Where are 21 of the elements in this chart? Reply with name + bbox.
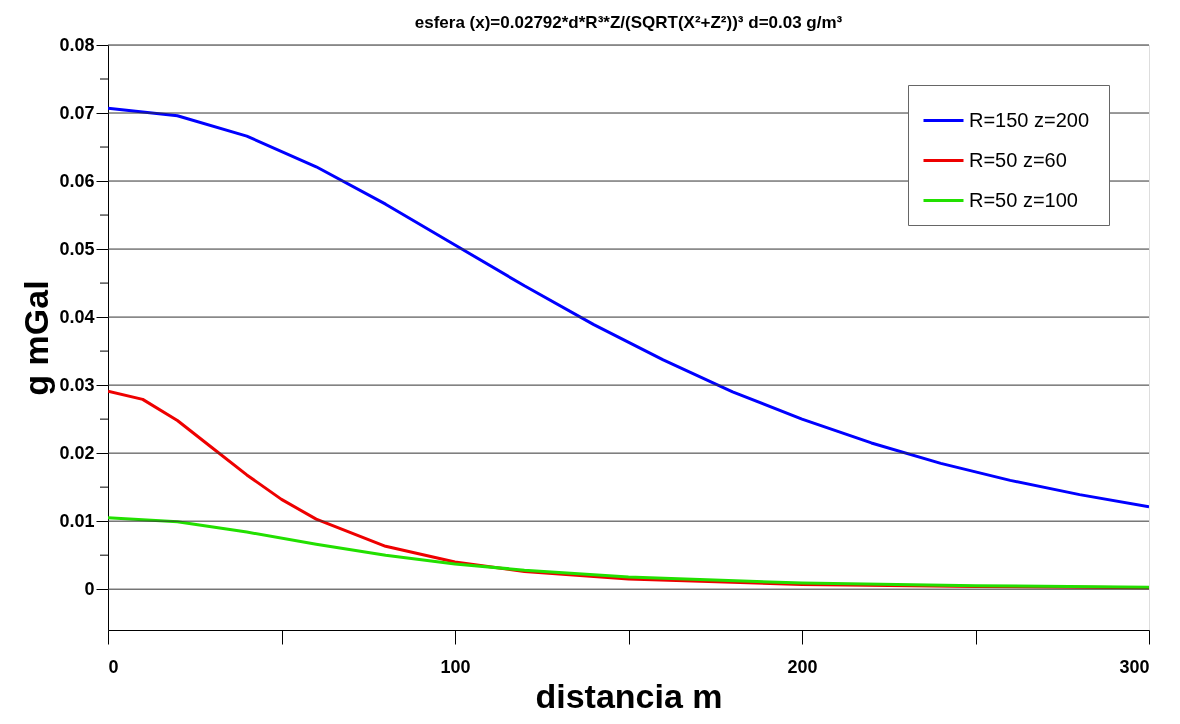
- line-series: [108, 516, 1149, 589]
- legend-label: R=150 z=200: [969, 108, 1090, 131]
- y-tick-label: 0.02: [59, 442, 95, 463]
- x-tick-label: 100: [440, 656, 471, 677]
- x-tick-label: 0: [108, 656, 119, 677]
- y-tick-label: 0: [84, 578, 95, 599]
- y-axis-title: g mGal: [17, 280, 56, 396]
- y-tick-label: 0.07: [59, 102, 95, 123]
- line-series: [108, 106, 1149, 509]
- y-tick-label: 0.06: [59, 170, 95, 191]
- x-tick-label: 300: [1119, 656, 1150, 677]
- y-tick-label: 0.01: [59, 510, 95, 531]
- x-tick-label: 200: [787, 656, 818, 677]
- y-tick-label: 0.03: [59, 374, 95, 395]
- legend-label: R=50 z=100: [969, 188, 1078, 211]
- legend-label: R=50 z=60: [969, 148, 1067, 171]
- y-tick-label: 0.05: [59, 238, 95, 259]
- y-tick-label: 0.04: [59, 306, 95, 327]
- y-tick-label: 0.08: [59, 34, 95, 55]
- chart-title: esfera (x)=0.02792*d*R³*Z/(SQRT(X²+Z²))³ d=0.03 g/m³: [414, 13, 843, 32]
- x-axis-title: distancia m: [535, 676, 723, 715]
